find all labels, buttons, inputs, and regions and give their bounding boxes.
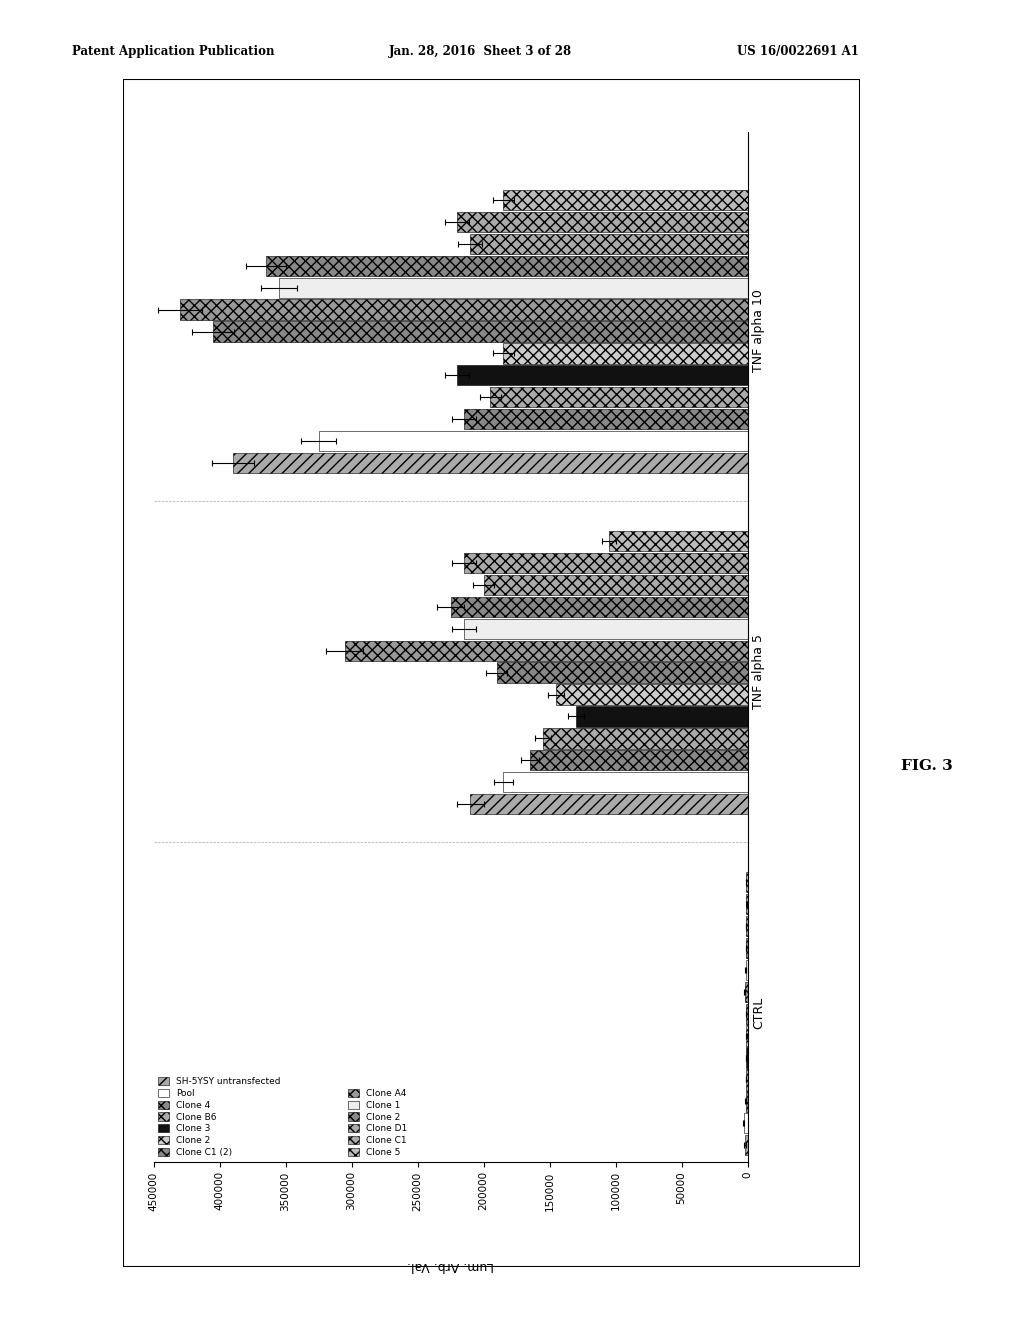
Bar (746, 873, 748, 892)
Text: FIG. 3: FIG. 3 (901, 759, 953, 772)
Bar (745, 1092, 748, 1111)
Bar (470, 234, 748, 253)
Bar (345, 640, 748, 661)
Bar (746, 894, 748, 915)
X-axis label: Lum. Arb. Val.: Lum. Arb. Val. (408, 1259, 494, 1272)
Text: Patent Application Publication: Patent Application Publication (72, 45, 274, 58)
Bar (483, 574, 748, 595)
Bar (464, 409, 748, 429)
Bar (504, 190, 748, 210)
Bar (744, 982, 748, 1002)
Legend: Clone A4, Clone 1, Clone 2, Clone D1, Clone C1, Clone 5: Clone A4, Clone 1, Clone 2, Clone D1, Cl… (348, 1089, 408, 1158)
Bar (464, 619, 748, 639)
Bar (490, 387, 748, 408)
Bar (746, 1069, 748, 1089)
Bar (232, 453, 748, 473)
Text: Jan. 28, 2016  Sheet 3 of 28: Jan. 28, 2016 Sheet 3 of 28 (389, 45, 572, 58)
Bar (529, 750, 748, 771)
Bar (457, 366, 748, 385)
Bar (266, 256, 748, 276)
Bar (504, 343, 748, 363)
Bar (745, 916, 748, 936)
Bar (744, 1135, 748, 1155)
Bar (746, 1003, 748, 1024)
Bar (213, 321, 748, 342)
Bar (745, 1047, 748, 1068)
Bar (575, 706, 748, 726)
Bar (497, 663, 748, 682)
Text: US 16/0022691 A1: US 16/0022691 A1 (737, 45, 859, 58)
Bar (609, 531, 748, 552)
Bar (743, 1113, 748, 1134)
Bar (464, 553, 748, 573)
FancyBboxPatch shape (123, 79, 860, 1267)
Bar (745, 960, 748, 979)
Bar (543, 729, 748, 748)
Bar (451, 597, 748, 616)
Bar (504, 772, 748, 792)
Bar (318, 430, 748, 451)
Bar (180, 300, 748, 319)
Bar (746, 937, 748, 958)
Bar (457, 211, 748, 232)
Bar (746, 1026, 748, 1045)
Bar (279, 277, 748, 298)
Bar (470, 793, 748, 814)
Bar (556, 684, 748, 705)
